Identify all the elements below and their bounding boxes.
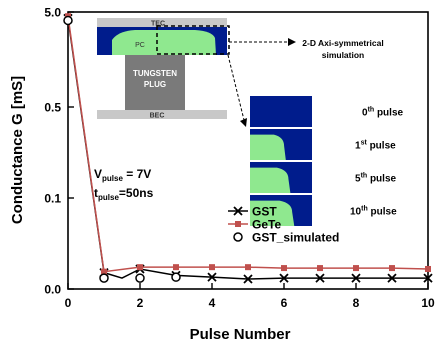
x-axis-ticks: 0 2 4 6 8 10 [65,283,435,310]
legend-label: GST_simulated [252,231,339,245]
y-axis-label: Conductance G [mS] [9,76,26,224]
data-point [245,264,251,271]
pulse-label-1: 1st pulse [355,140,396,152]
data-point [99,273,109,283]
legend-marker [233,232,243,242]
x-tick-label: 0 [65,296,72,310]
legend-label: GST [252,205,277,219]
pulse-label-3: 10th pulse [350,206,397,218]
t-pulse-annotation: tpulse=50ns [94,186,154,202]
data-point [387,273,397,283]
y-axis-ticks: 0.0 0.1 0.5 5.0 [44,6,74,297]
series-layer [63,13,433,284]
series-gst-simulated [63,15,181,283]
data-point [209,264,215,271]
pulse-label-0: 0th pulse [362,107,404,119]
simulation-label-line2: simulation [322,50,365,60]
series-line [67,18,428,280]
zoom-arrow [227,54,245,121]
crystal-region-2 [250,167,291,193]
legend-label: GeTe [252,218,281,232]
legend-marker [233,206,243,216]
x-axis-label: Pulse Number [190,326,291,343]
data-point [101,268,107,275]
data-point [389,265,395,272]
crystalline-region [112,30,216,55]
data-point [135,273,145,283]
data-point [351,273,361,283]
top-electrode [97,18,227,27]
data-point [173,264,179,271]
data-point [63,15,73,26]
y-tick-label: 0.1 [44,192,61,206]
simulation-arrowhead [288,38,296,46]
y-tick-label: 5.0 [44,6,61,20]
data-point [423,273,433,283]
pulse-label-2: 5th pulse [355,173,397,185]
crystal-region-1 [250,134,286,160]
x-tick-label: 2 [137,296,144,310]
x-tick-label: 8 [353,296,360,310]
x-tick-label: 10 [421,296,435,310]
data-point [281,265,287,272]
data-point [137,264,143,271]
data-point [279,273,289,283]
simulation-label-line1: 2-D Axi-symmetrical [302,38,383,48]
tungsten-plug [125,55,185,110]
plot-frame [67,11,429,290]
plug-label-line1: TUNGSTEN [133,69,177,78]
pc-label: PC [135,42,145,49]
data-point [207,272,217,282]
pulse-snapshot-0 [250,96,312,127]
bottom-electrode-label: BEC [150,113,165,120]
top-electrode-label: TEC [151,21,165,28]
v-pulse-annotation: Vpulse = 7V [94,167,151,183]
x-tick-label: 6 [281,296,288,310]
pulse-conditions: Vpulse = 7V tpulse=50ns [94,167,154,202]
zoom-arrowhead [240,118,247,127]
highlight-box [156,25,230,55]
data-point [353,265,359,272]
plug-label-line2: PLUG [144,80,166,89]
data-point [171,272,181,282]
data-point [315,273,325,283]
y-tick-label: 0.5 [44,101,61,115]
data-point [243,274,253,284]
pulse-inset: 0th pulse 1st pulse 5th pulse 10th pulse [250,96,404,226]
data-point [425,265,431,272]
crystal-region-3 [250,200,295,226]
x-tick-label: 4 [209,296,216,310]
y-tick-label: 0.0 [44,283,61,297]
legend-marker [235,221,241,227]
device-inset: TEC PC TUNGSTEN PLUG BEC 2-D Axi-symmetr… [97,18,384,127]
bottom-electrode [97,110,227,119]
data-point [317,265,323,272]
